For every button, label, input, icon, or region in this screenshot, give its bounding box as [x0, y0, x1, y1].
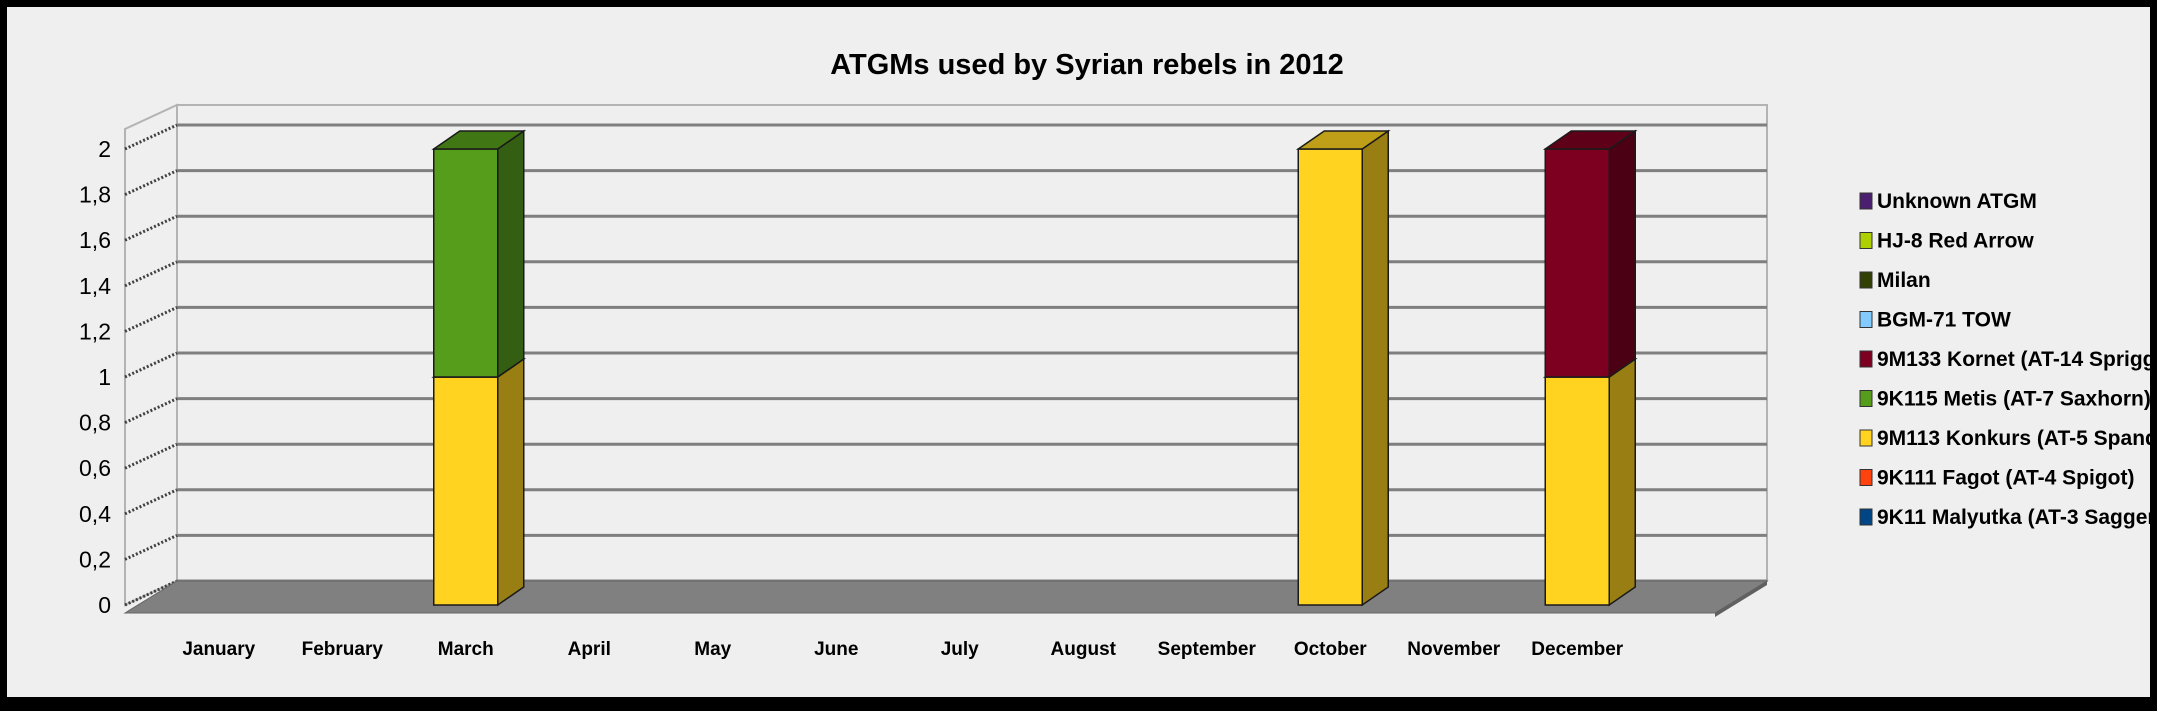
x-axis-ticks: January February March April May June July Augu… [182, 639, 1623, 660]
gridline-depth [124, 442, 178, 470]
x-tick-label: June [814, 639, 858, 660]
bar-front [1544, 376, 1610, 606]
chart-canvas: ATGMs used by Syrian rebels in 2012 0 0,2… [79, 49, 2157, 660]
y-tick-label: 2 [98, 136, 111, 162]
y-tick-label: 1,2 [79, 318, 111, 344]
legend-swatch [1859, 271, 1873, 289]
chart-walls [124, 103, 1768, 607]
bar-front [1544, 148, 1610, 378]
bar-front [433, 148, 499, 378]
x-tick-label: September [1158, 639, 1257, 660]
gridline-depth [124, 214, 178, 242]
chart-title: ATGMs used by Syrian rebels in 2012 [830, 49, 1344, 81]
x-tick-label: August [1051, 639, 1117, 660]
legend: Unknown ATGM HJ-8 Red Arrow Milan BGM-71 TO… [1859, 190, 2157, 529]
bar-side [1608, 129, 1636, 379]
x-tick-label: October [1294, 639, 1367, 660]
x-tick-label: March [438, 639, 494, 660]
legend-swatch [1859, 429, 1873, 447]
legend-swatch [1859, 508, 1873, 526]
x-tick-label: July [941, 639, 979, 660]
bar-side [1361, 129, 1389, 607]
x-tick-label: April [568, 639, 611, 660]
y-tick-label: 0,4 [79, 501, 111, 527]
x-tick-label: November [1407, 639, 1501, 660]
legend-swatch [1859, 390, 1873, 407]
y-tick-label: 1,6 [79, 227, 111, 253]
bar-side [497, 129, 525, 379]
legend-swatch [1859, 469, 1873, 486]
gridline-depth [124, 306, 178, 333]
bar-side [1608, 357, 1636, 607]
legend-label: Unknown ATGM [1877, 190, 2037, 213]
y-tick-label: 1,4 [79, 273, 111, 299]
bars [431, 129, 1638, 607]
bar-front [433, 376, 499, 606]
y-tick-label: 0,8 [79, 410, 111, 436]
x-tick-label: January [182, 639, 255, 660]
back-wall [176, 104, 1768, 582]
chart-floor [123, 580, 1769, 617]
gridline-depth [124, 351, 178, 379]
bar-top [1542, 130, 1638, 150]
gridline-depth [124, 534, 178, 561]
gridline-depth [124, 260, 178, 288]
gridline-depth [124, 488, 178, 516]
gridline-depth [124, 397, 178, 424]
legend-label: BGM-71 TOW [1877, 309, 2011, 332]
legend-label: 9K111 Fagot (AT-4 Spigot) [1877, 467, 2134, 490]
y-tick-label: 1,8 [79, 182, 111, 208]
y-tick-label: 0,6 [79, 455, 111, 481]
gridline-depth [124, 579, 178, 607]
bar-side [497, 357, 525, 607]
legend-label: 9M133 Kornet (AT-14 Spriggan) [1877, 348, 2157, 371]
legend-label: 9K115 Metis (AT-7 Saxhorn) [1877, 388, 2151, 411]
y-tick-label: 1 [98, 364, 111, 390]
x-tick-label: May [694, 639, 731, 660]
legend-swatch [1859, 232, 1873, 249]
legend-swatch [1859, 192, 1873, 210]
y-tick-label: 0 [98, 592, 111, 618]
y-axis-ticks: 0 0,2 0,4 0,6 0,8 1 1,2 1,4 1,6 1,8 2 [79, 136, 111, 618]
bar-front [1297, 148, 1363, 606]
floor-plane [123, 580, 1769, 614]
legend-label: Milan [1877, 269, 1931, 292]
legend-label: 9K11 Malyutka (AT-3 Sagger) [1877, 506, 2157, 529]
gridline-depth [124, 169, 178, 196]
gridline-depth [124, 123, 178, 151]
legend-label: 9M113 Konkurs (AT-5 Spandrel) [1877, 427, 2157, 450]
x-tick-label: February [302, 639, 384, 660]
bar-top [1295, 130, 1391, 150]
x-tick-label: December [1531, 639, 1623, 660]
legend-label: HJ-8 Red Arrow [1877, 230, 2034, 253]
floor-edge [1715, 581, 1767, 617]
bar-top [431, 130, 527, 150]
legend-swatch [1859, 311, 1873, 328]
legend-swatch [1859, 350, 1873, 368]
y-tick-label: 0,2 [79, 546, 111, 572]
